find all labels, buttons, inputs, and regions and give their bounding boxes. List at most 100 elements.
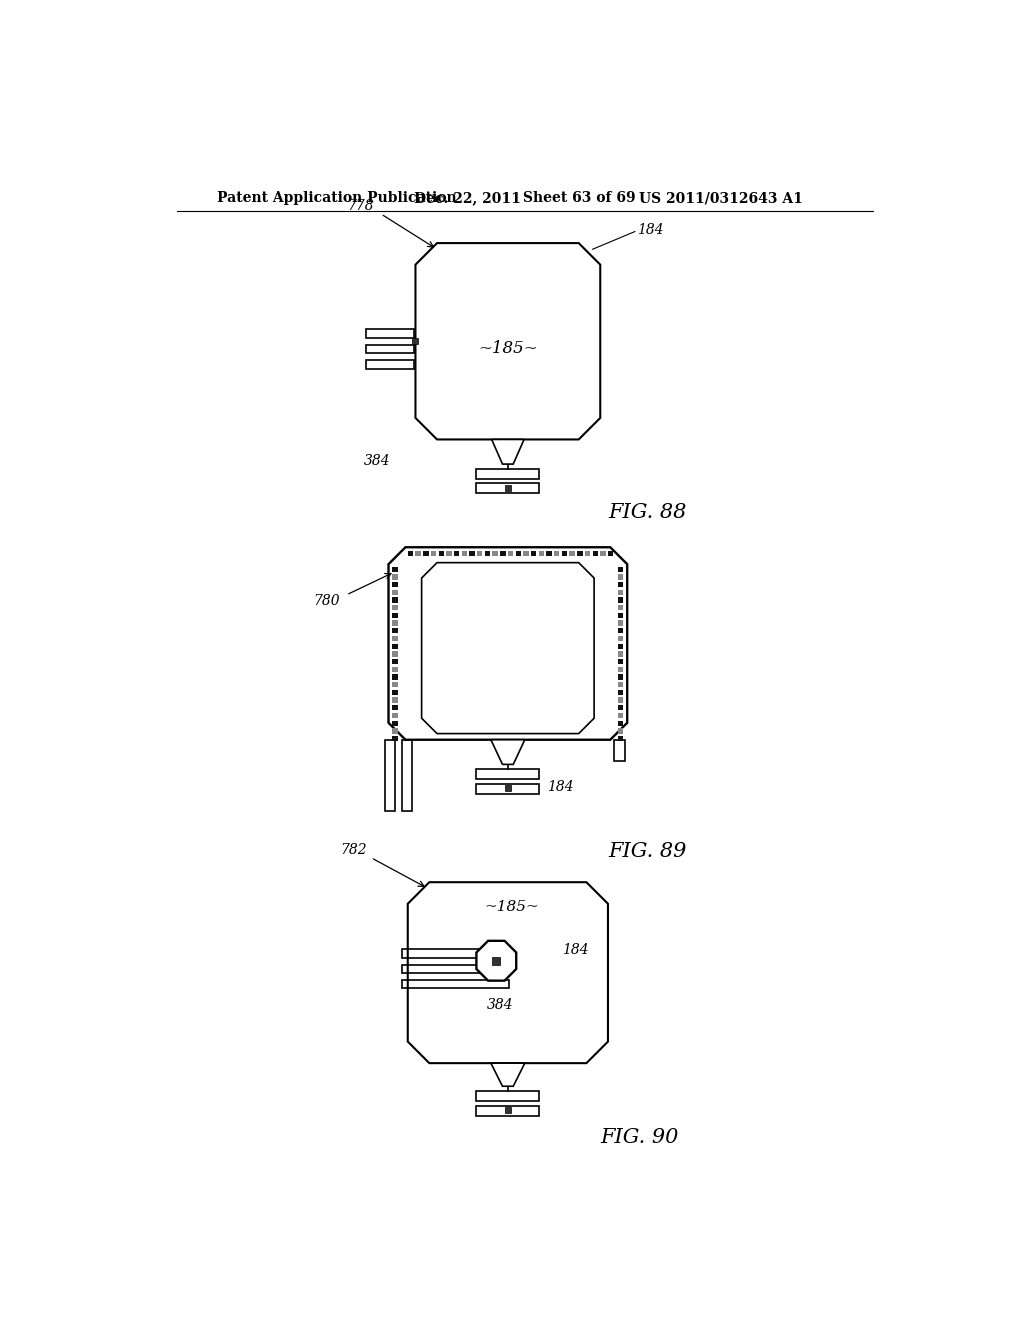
Bar xyxy=(493,552,498,557)
Bar xyxy=(531,552,537,557)
Bar xyxy=(401,739,413,812)
Bar xyxy=(500,552,506,557)
Polygon shape xyxy=(476,941,516,981)
Bar xyxy=(476,469,540,479)
Text: 184: 184 xyxy=(637,223,664,238)
Text: US 2011/0312643 A1: US 2011/0312643 A1 xyxy=(639,191,803,206)
Bar xyxy=(469,552,475,557)
Bar xyxy=(617,729,624,734)
Bar xyxy=(392,605,397,610)
Bar xyxy=(617,690,624,696)
Text: Dec. 22, 2011: Dec. 22, 2011 xyxy=(414,191,521,206)
Text: ~185~: ~185~ xyxy=(484,900,539,913)
Bar xyxy=(515,552,521,557)
Text: 782: 782 xyxy=(340,843,367,857)
Bar xyxy=(554,552,559,557)
Bar xyxy=(392,636,397,642)
Text: ~384: ~384 xyxy=(462,585,504,599)
Polygon shape xyxy=(416,243,600,440)
Bar xyxy=(617,590,624,595)
Bar xyxy=(392,612,397,618)
Bar xyxy=(617,667,624,672)
Bar xyxy=(617,721,624,726)
Bar xyxy=(476,784,540,793)
Bar xyxy=(392,675,397,680)
Bar xyxy=(617,628,624,634)
Bar xyxy=(446,552,452,557)
Bar xyxy=(431,552,436,557)
Polygon shape xyxy=(492,440,524,465)
Text: 184: 184 xyxy=(562,942,589,957)
Text: ~185~: ~185~ xyxy=(478,647,538,664)
Text: 780: 780 xyxy=(313,594,340,609)
Bar xyxy=(539,552,544,557)
Bar xyxy=(476,1090,540,1101)
Bar xyxy=(392,682,397,688)
Bar xyxy=(401,949,509,958)
Bar xyxy=(569,552,574,557)
Bar xyxy=(392,628,397,634)
Bar xyxy=(508,552,513,557)
Bar xyxy=(617,620,624,626)
Bar xyxy=(493,957,500,965)
Bar xyxy=(617,651,624,656)
Bar xyxy=(392,566,397,572)
Bar xyxy=(392,737,397,742)
Bar xyxy=(476,483,540,494)
Polygon shape xyxy=(422,562,594,734)
Bar xyxy=(392,705,397,710)
Bar xyxy=(617,566,624,572)
Bar xyxy=(600,552,605,557)
Bar xyxy=(476,770,540,779)
Bar xyxy=(392,667,397,672)
Bar xyxy=(547,552,552,557)
Bar xyxy=(392,651,397,656)
Polygon shape xyxy=(490,1063,524,1086)
Bar xyxy=(617,605,624,610)
Text: FIG. 88: FIG. 88 xyxy=(608,503,686,523)
Bar xyxy=(617,597,624,603)
Text: ~185~: ~185~ xyxy=(478,341,538,358)
Bar xyxy=(392,620,397,626)
Bar xyxy=(617,697,624,702)
Bar xyxy=(617,705,624,710)
Text: 778: 778 xyxy=(348,199,375,213)
Bar xyxy=(423,552,429,557)
Bar xyxy=(392,729,397,734)
Bar xyxy=(408,552,413,557)
Text: FIG. 89: FIG. 89 xyxy=(608,842,686,861)
Bar xyxy=(617,582,624,587)
Bar xyxy=(401,979,509,989)
Bar xyxy=(392,574,397,579)
Bar xyxy=(392,697,397,702)
Text: 384: 384 xyxy=(486,998,513,1012)
Bar xyxy=(505,1107,511,1113)
Bar xyxy=(401,965,509,973)
Bar xyxy=(462,552,467,557)
Text: Sheet 63 of 69: Sheet 63 of 69 xyxy=(523,191,636,206)
Bar xyxy=(454,552,460,557)
Bar xyxy=(484,552,490,557)
Text: 384: 384 xyxy=(364,454,390,469)
Bar xyxy=(523,552,528,557)
Polygon shape xyxy=(388,548,628,739)
Bar xyxy=(367,330,414,338)
Bar xyxy=(617,612,624,618)
Bar xyxy=(477,552,482,557)
Bar xyxy=(617,675,624,680)
Bar xyxy=(562,552,567,557)
Bar xyxy=(617,682,624,688)
Bar xyxy=(367,360,414,368)
Bar xyxy=(585,552,590,557)
Bar xyxy=(392,721,397,726)
Bar xyxy=(617,644,624,649)
Bar xyxy=(392,659,397,664)
Bar xyxy=(412,338,418,345)
Bar xyxy=(392,582,397,587)
Bar xyxy=(392,644,397,649)
Bar xyxy=(614,739,625,762)
Bar xyxy=(617,636,624,642)
Bar xyxy=(392,690,397,696)
Bar xyxy=(416,552,421,557)
Text: 184: 184 xyxy=(547,780,573,793)
